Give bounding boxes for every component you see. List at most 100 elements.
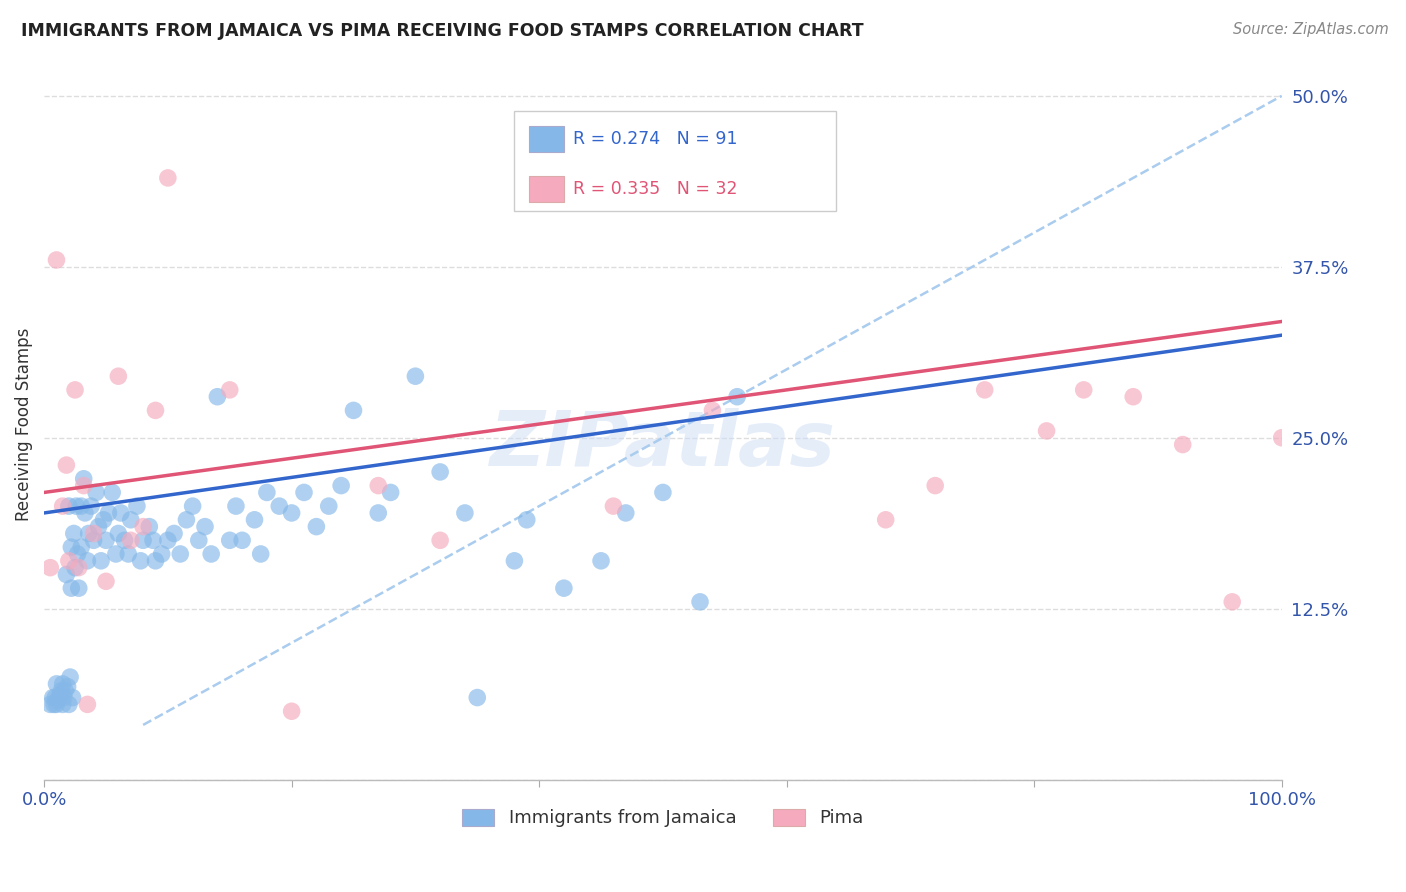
- Point: [110, 506, 132, 520]
- Point: [142, 533, 165, 548]
- Point: [800, 129, 823, 144]
- Point: [614, 506, 637, 520]
- Point: [1073, 383, 1095, 397]
- Point: [76, 554, 98, 568]
- Point: [55, 458, 77, 472]
- Point: [150, 547, 173, 561]
- Text: R = 0.274   N = 91: R = 0.274 N = 91: [572, 130, 737, 148]
- Point: [117, 547, 139, 561]
- Point: [454, 506, 477, 520]
- Point: [924, 478, 946, 492]
- Text: ZIPatlas: ZIPatlas: [489, 409, 837, 483]
- Text: R = 0.335   N = 32: R = 0.335 N = 32: [572, 180, 737, 198]
- Point: [129, 554, 152, 568]
- Point: [93, 513, 115, 527]
- Point: [269, 499, 291, 513]
- Point: [104, 547, 127, 561]
- Point: [602, 499, 624, 513]
- Point: [83, 533, 105, 548]
- Point: [404, 369, 426, 384]
- Point: [52, 698, 75, 712]
- Point: [429, 533, 451, 548]
- Point: [200, 547, 222, 561]
- Point: [73, 478, 96, 492]
- Point: [114, 533, 136, 548]
- Point: [380, 485, 402, 500]
- Point: [67, 560, 90, 574]
- Point: [63, 383, 86, 397]
- Point: [42, 698, 65, 712]
- Point: [90, 554, 112, 568]
- Point: [49, 688, 72, 702]
- Point: [120, 513, 142, 527]
- FancyBboxPatch shape: [529, 176, 564, 202]
- Point: [45, 698, 67, 712]
- Point: [94, 574, 117, 589]
- Point: [73, 472, 96, 486]
- Point: [725, 390, 748, 404]
- Point: [256, 485, 278, 500]
- Point: [53, 683, 76, 698]
- Point: [292, 485, 315, 500]
- Point: [145, 554, 167, 568]
- Point: [218, 533, 240, 548]
- Point: [45, 677, 67, 691]
- Point: [42, 690, 65, 705]
- Point: [73, 506, 96, 520]
- Text: Source: ZipAtlas.com: Source: ZipAtlas.com: [1233, 22, 1389, 37]
- Point: [187, 533, 209, 548]
- Point: [58, 499, 80, 513]
- Point: [702, 403, 724, 417]
- Point: [181, 499, 204, 513]
- Point: [1171, 437, 1194, 451]
- Point: [58, 554, 80, 568]
- Point: [156, 170, 179, 185]
- Point: [65, 499, 87, 513]
- Point: [44, 690, 66, 705]
- Point: [218, 383, 240, 397]
- Point: [280, 704, 302, 718]
- Point: [107, 369, 129, 384]
- Point: [163, 526, 186, 541]
- Point: [45, 252, 67, 267]
- Point: [51, 683, 73, 698]
- Point: [1122, 390, 1144, 404]
- Point: [62, 526, 84, 541]
- Point: [62, 690, 84, 705]
- Point: [46, 693, 69, 707]
- Point: [225, 499, 247, 513]
- Legend: Immigrants from Jamaica, Pima: Immigrants from Jamaica, Pima: [454, 801, 872, 835]
- Point: [120, 533, 142, 548]
- Point: [503, 554, 526, 568]
- Point: [52, 677, 75, 691]
- Point: [207, 390, 229, 404]
- Point: [553, 581, 575, 595]
- Point: [70, 499, 93, 513]
- Point: [52, 499, 75, 513]
- Point: [132, 519, 155, 533]
- Point: [465, 690, 488, 705]
- Point: [651, 485, 673, 500]
- Point: [84, 485, 107, 500]
- Point: [1271, 431, 1294, 445]
- Point: [145, 403, 167, 417]
- Point: [156, 533, 179, 548]
- Point: [1035, 424, 1057, 438]
- Point: [60, 581, 83, 595]
- Point: [125, 499, 148, 513]
- Point: [429, 465, 451, 479]
- Point: [55, 567, 77, 582]
- Point: [516, 513, 538, 527]
- Point: [305, 519, 328, 533]
- Point: [138, 519, 160, 533]
- Point: [194, 519, 217, 533]
- Point: [973, 383, 995, 397]
- Point: [76, 698, 98, 712]
- Point: [60, 540, 83, 554]
- Text: IMMIGRANTS FROM JAMAICA VS PIMA RECEIVING FOOD STAMPS CORRELATION CHART: IMMIGRANTS FROM JAMAICA VS PIMA RECEIVIN…: [21, 22, 863, 40]
- Point: [39, 698, 62, 712]
- Point: [66, 547, 89, 561]
- Point: [52, 690, 75, 705]
- Point: [83, 526, 105, 541]
- Point: [231, 533, 253, 548]
